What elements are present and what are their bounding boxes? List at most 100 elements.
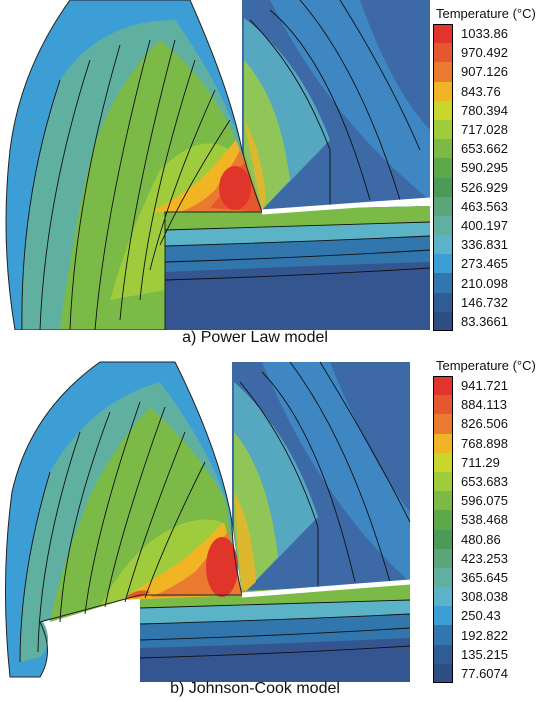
legend-swatch [433, 395, 453, 415]
legend-row: 365.645 [433, 567, 551, 588]
legend-row: 596.075 [433, 491, 551, 511]
legend-swatch [433, 414, 453, 434]
legend-swatch [433, 491, 453, 511]
legend-swatch [433, 43, 453, 63]
legend-value: 273.465 [461, 256, 508, 272]
legend-row: 336.831 [433, 235, 551, 255]
legend-value: 250.43 [461, 608, 501, 624]
legend-row: 135.215 [433, 644, 551, 664]
figure-caption: b) Johnson-Cook model [170, 680, 340, 697]
legend-value: 711.29 [461, 454, 500, 470]
temperature-field-plot [4, 361, 411, 682]
legend-row: 423.253 [433, 548, 551, 568]
legend-row: 717.028 [433, 119, 551, 140]
legend-title: Temperature (°C) [436, 6, 536, 21]
legend-row: 941.721 [433, 376, 551, 396]
legend-swatch [433, 273, 453, 293]
legend-row: 590.295 [433, 158, 551, 178]
legend-title: Temperature (°C) [436, 358, 536, 373]
legend-row: 480.86 [433, 529, 551, 549]
legend-row: 273.465 [433, 254, 551, 274]
figure-caption: a) Power Law model [182, 329, 328, 346]
legend-swatch [433, 510, 453, 530]
legend-swatch [433, 24, 453, 44]
legend-value: 826.506 [461, 416, 508, 432]
legend-value: 780.394 [461, 102, 508, 118]
legend-value: 970.492 [461, 45, 508, 61]
legend-swatch [433, 119, 453, 140]
legend-row: 210.098 [433, 273, 551, 293]
legend-value: 653.683 [461, 474, 508, 490]
legend-swatch [433, 215, 453, 236]
legend-row: 826.506 [433, 414, 551, 434]
legend-value: 717.028 [461, 122, 508, 138]
legend-row: 653.683 [433, 471, 551, 492]
legend-value: 77.6074 [461, 665, 508, 681]
panel-power-law: a) Power Law model Temperature (°C) 1033… [0, 0, 554, 350]
legend-swatch [433, 177, 453, 197]
legend-value: 400.197 [461, 217, 508, 233]
legend-swatch [433, 452, 453, 472]
legend-row: 526.929 [433, 177, 551, 197]
legend-swatch [433, 158, 453, 178]
legend-row: 653.662 [433, 139, 551, 159]
legend-row: 308.038 [433, 587, 551, 607]
legend-row: 970.492 [433, 43, 551, 63]
legend-value: 463.563 [461, 198, 508, 214]
legend-value: 843.76 [461, 83, 501, 99]
legend-row: 907.126 [433, 62, 551, 82]
legend-value: 653.662 [461, 141, 508, 157]
legend-row: 711.29 [433, 452, 551, 472]
legend-value: 538.468 [461, 512, 508, 528]
legend-value: 1033.86 [461, 26, 508, 42]
legend-row: 192.822 [433, 625, 551, 645]
legend-row: 400.197 [433, 215, 551, 236]
legend-row: 843.76 [433, 81, 551, 101]
legend-value: 146.732 [461, 294, 508, 310]
legend-swatch [433, 644, 453, 664]
legend-value: 768.898 [461, 435, 508, 451]
legend-value: 907.126 [461, 64, 508, 80]
legend-swatch [433, 663, 453, 683]
legend-swatch [433, 81, 453, 101]
legend-row: 538.468 [433, 510, 551, 530]
temperature-legend: Temperature (°C) 1033.86 970.492 907.126 84… [433, 6, 551, 331]
legend-value: 596.075 [461, 493, 508, 509]
legend-swatch [433, 625, 453, 645]
legend-row: 77.6074 [433, 663, 551, 683]
legend-value: 135.215 [461, 646, 508, 662]
legend-swatch [433, 196, 453, 216]
legend-value: 308.038 [461, 589, 508, 605]
legend-swatch [433, 587, 453, 607]
legend-value: 210.098 [461, 275, 508, 291]
legend-value: 480.86 [461, 531, 501, 547]
legend-swatch [433, 235, 453, 255]
legend-swatch [433, 433, 453, 453]
legend-value: 884.113 [461, 397, 508, 413]
legend-swatch [433, 139, 453, 159]
legend-rows: 1033.86 970.492 907.126 843.76 780.394 717.02… [433, 24, 551, 331]
legend-row: 780.394 [433, 100, 551, 120]
panel-johnson-cook: b) Johnson-Cook model Temperature (°C) 9… [0, 352, 554, 702]
legend-swatch [433, 567, 453, 588]
legend-swatch [433, 606, 453, 626]
legend-value: 941.721 [461, 378, 508, 394]
legend-value: 336.831 [461, 237, 508, 253]
legend-swatch [433, 62, 453, 82]
legend-swatch [433, 471, 453, 492]
legend-value: 590.295 [461, 160, 508, 176]
legend-swatch [433, 254, 453, 274]
legend-swatch [433, 376, 453, 396]
legend-row: 768.898 [433, 433, 551, 453]
legend-row: 146.732 [433, 292, 551, 312]
legend-row: 463.563 [433, 196, 551, 216]
legend-row: 250.43 [433, 606, 551, 626]
legend-value: 365.645 [461, 569, 508, 585]
legend-swatch [433, 548, 453, 568]
legend-row: 83.3661 [433, 311, 551, 331]
temperature-legend: Temperature (°C) 941.721 884.113 826.506 76… [433, 358, 551, 683]
legend-swatch [433, 100, 453, 120]
legend-value: 423.253 [461, 550, 508, 566]
temperature-field-plot [5, 0, 430, 330]
legend-value: 192.822 [461, 627, 508, 643]
